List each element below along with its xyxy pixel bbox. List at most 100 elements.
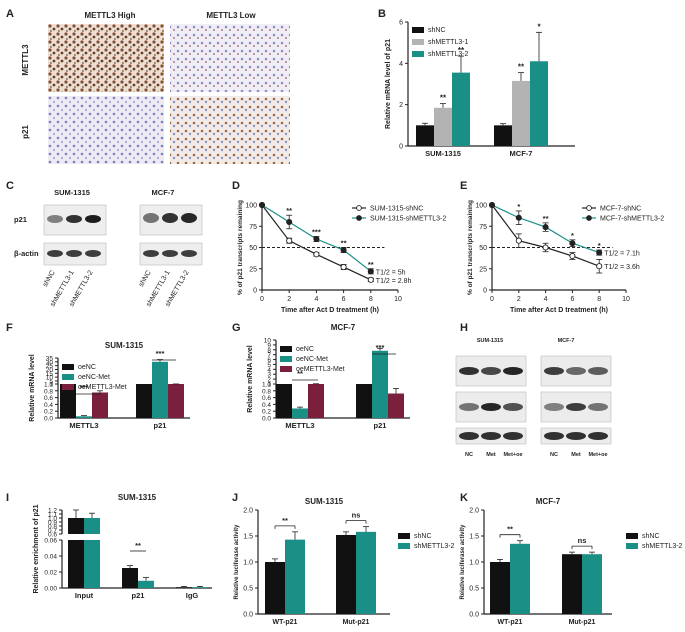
legend-e-0-marker [586, 205, 592, 211]
blot-h-band-1-2-0 [544, 432, 564, 440]
blot-h-band-0-0-1 [481, 367, 501, 375]
ihc-image-high-1 [48, 96, 164, 164]
xtick-label-e-4: 4 [544, 296, 548, 303]
sig-b-0: ** [440, 94, 447, 103]
bar-b-1-0 [494, 125, 512, 146]
xlabel-e: Time after Act D treatment (h) [510, 307, 608, 314]
bar-g-0-1 [292, 408, 308, 418]
xtick-label-e-8: 8 [597, 296, 601, 303]
blot-h-lane-0-0: NC [465, 452, 473, 458]
ytick-label-d-75: 75 [249, 224, 257, 231]
blot-h-band-0-1-1 [481, 403, 501, 411]
ytick-hi-label-g-2: 3 [267, 372, 271, 379]
ytick-label-k-2: 1.0 [469, 560, 479, 567]
legend-e-0-label: MCF-7-shNC [600, 206, 641, 213]
blot-c-lane-0-0: shNC [42, 270, 57, 289]
point-d-0-3 [340, 263, 347, 271]
point-e-0-2 [542, 244, 549, 251]
ytick-hi-label-i-6: 1.2 [48, 508, 57, 515]
ytick-label-d-100: 100 [245, 203, 257, 210]
sig-d-1: *** [312, 227, 321, 236]
blot-h-band-1-2-1 [566, 432, 586, 440]
sig-d-0: ** [286, 206, 292, 215]
ylabel-b: Relative mRNA level of p21 [385, 39, 392, 129]
ytick-lo-label-i-1: 0.02 [44, 570, 57, 577]
bar-f-0-0 [60, 384, 76, 418]
ylabel-g: Relative mRNA level [247, 345, 254, 412]
xtick-label-e-10: 10 [622, 296, 630, 303]
bar-b-0-1 [434, 107, 452, 146]
point-e-1-3 [569, 240, 576, 247]
legend-k-1-swatch [626, 543, 638, 549]
bar-g-1-2 [388, 393, 404, 418]
legend-b-1-swatch [412, 39, 424, 45]
blot-c-band-p21-sum-0 [47, 215, 63, 223]
legend-f-0-swatch [62, 364, 74, 370]
bar-i-0-1 [84, 518, 100, 534]
legend-d-0-label: SUM-1315-shNC [370, 206, 423, 213]
legend-j-0-label: shNC [414, 533, 432, 540]
ytick-lo-label-g-0: 0.0 [262, 416, 271, 423]
bar-f-0-1 [76, 416, 92, 418]
bar-i-2-0 [176, 587, 192, 588]
ytick-hi-label-g-6: 7 [267, 352, 271, 359]
tick-label-b-6: 6 [399, 20, 403, 27]
legend-k-1-label: shMETTL3-2 [642, 543, 683, 550]
ytick-hi-label-f-2: 10 [46, 375, 54, 382]
chart-k: 0.0 0.5 1.0 1.5 2.0 Relative luciferase activ… [460, 497, 683, 626]
blot-c-band-actin-mcf-0 [143, 250, 159, 257]
ytick-lo-label-g-1: 0.2 [262, 409, 271, 416]
bar-g-1-1 [372, 350, 388, 384]
ytick-hi-label-f-5: 25 [46, 363, 54, 370]
blot-h-group-sum1315: SUM-1315 [477, 338, 503, 344]
blot-c-row-actin: β-actin [14, 249, 39, 258]
bar-i-0-1-lo [84, 540, 100, 588]
ytick-label-j-0: 0.0 [243, 612, 253, 619]
xtick-label-e-0: 0 [490, 296, 494, 303]
legend-j-0-swatch [398, 533, 410, 539]
bar-i-2-1 [192, 587, 208, 588]
point-e-1-2 [542, 224, 549, 231]
ytick-hi-label-i-2: 0.8 [48, 524, 57, 531]
title-i: SUM-1315 [118, 493, 157, 502]
point-d-0-1 [286, 237, 293, 244]
bar-b-0-0 [416, 125, 434, 146]
blot-h-band-0-2-2 [503, 432, 523, 440]
xtick-b-1: MCF-7 [510, 149, 533, 158]
ihc-image-low-0 [170, 24, 290, 92]
bar-f-0-2 [92, 392, 108, 418]
halflife-e-0: T1/2 = 7.1h [604, 251, 640, 258]
bar-g-1-0 [356, 384, 372, 418]
ytick-label-k-4: 2.0 [469, 508, 479, 515]
blot-h-lane-1-1: Met [571, 452, 581, 458]
panel-a: METTL3 High METTL3 Low METTL3 p21 [21, 11, 290, 164]
ytick-lo-label-g-4: 0.8 [262, 388, 271, 395]
legend-b-2-swatch [412, 51, 424, 57]
ytick-label-k-1: 0.5 [469, 586, 479, 593]
bar-i-0-0-lo [68, 540, 84, 588]
panel-letter-k: K [460, 492, 468, 504]
ytick-lo-label-i-3: 0.06 [44, 538, 57, 545]
bar-g-0-2 [308, 384, 324, 418]
xtick-j-1: Mut-p21 [343, 619, 370, 626]
bar-g-0-0 [276, 384, 292, 418]
sig-f-1: *** [156, 349, 165, 358]
point-d-1-1 [286, 218, 293, 226]
ytick-label-e-50: 50 [479, 245, 487, 252]
ytick-hi-label-i-4: 1.0 [48, 516, 57, 523]
panel-h-western: SUM-1315MCF-7METTL3p21β-actinNCMetMet+oe… [455, 338, 612, 458]
point-e-1-0 [488, 201, 496, 209]
blot-c-band-p21-sum-2 [85, 215, 101, 223]
panel-letter-f: F [6, 322, 13, 334]
sig-e-3: * [598, 241, 601, 250]
ylabel-e: % of p21 transcripts remaining [467, 200, 474, 295]
ytick-lo-label-f-3: 0.6 [44, 395, 53, 402]
legend-b-0-swatch [412, 27, 424, 33]
legend-j-1-label: shMETTL3-2 [414, 543, 455, 550]
ytick-label-k-0: 0.0 [469, 612, 479, 619]
ytick-label-e-0: 0 [483, 288, 487, 295]
blot-c-group-sum1315: SUM-1315 [54, 188, 90, 197]
title-j: SUM-1315 [305, 497, 344, 506]
